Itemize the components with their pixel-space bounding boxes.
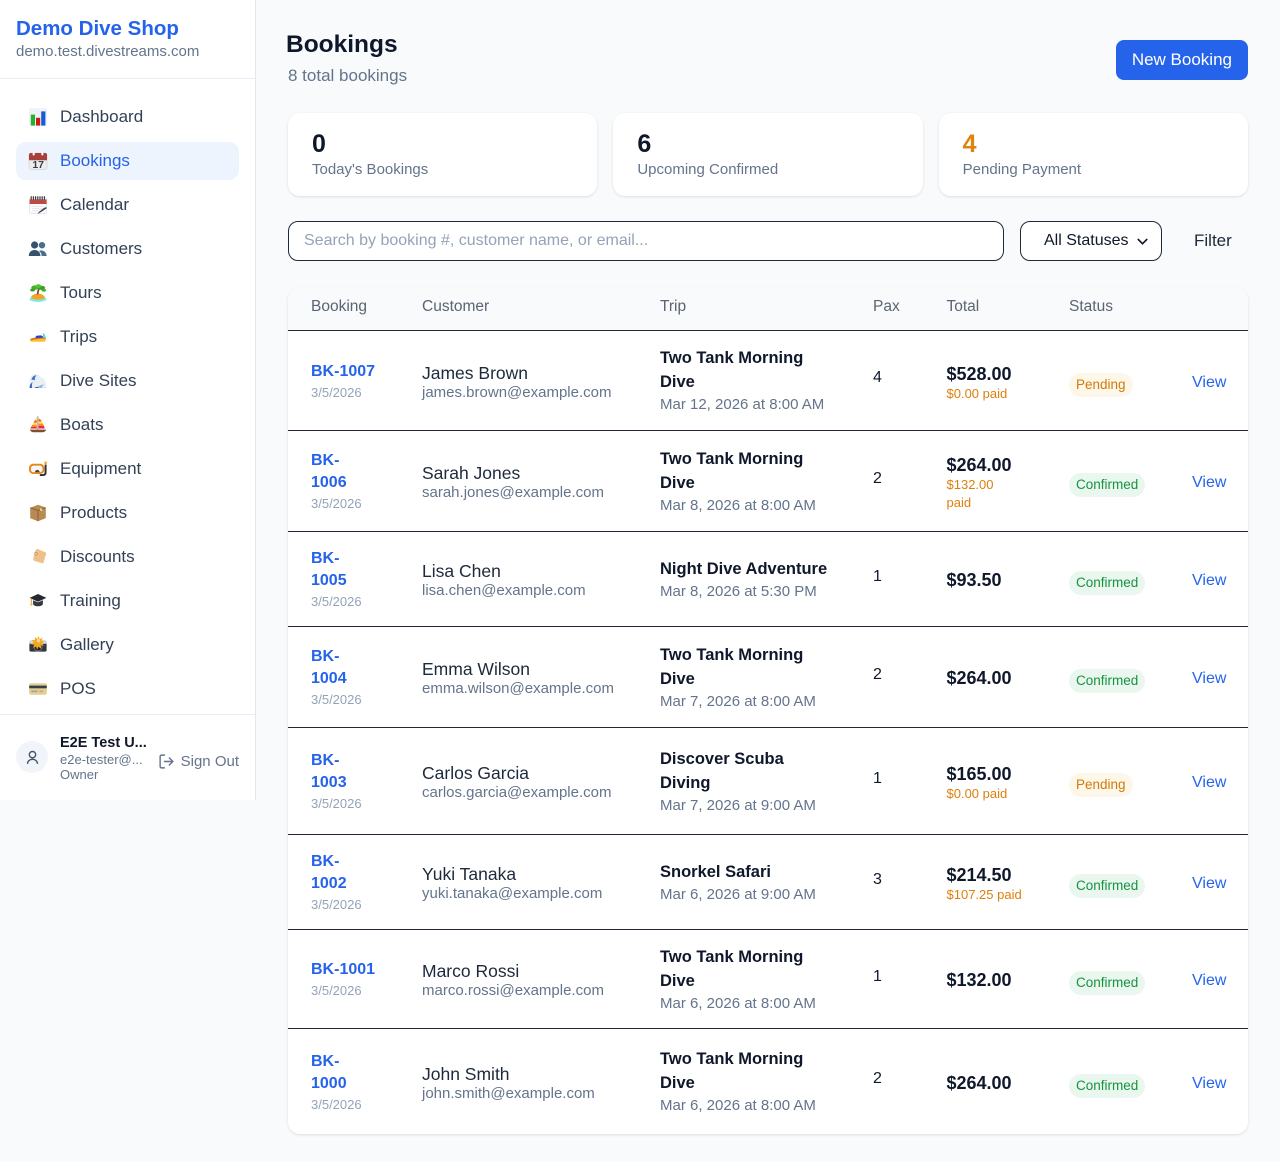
svg-text:17: 17 bbox=[32, 159, 44, 171]
